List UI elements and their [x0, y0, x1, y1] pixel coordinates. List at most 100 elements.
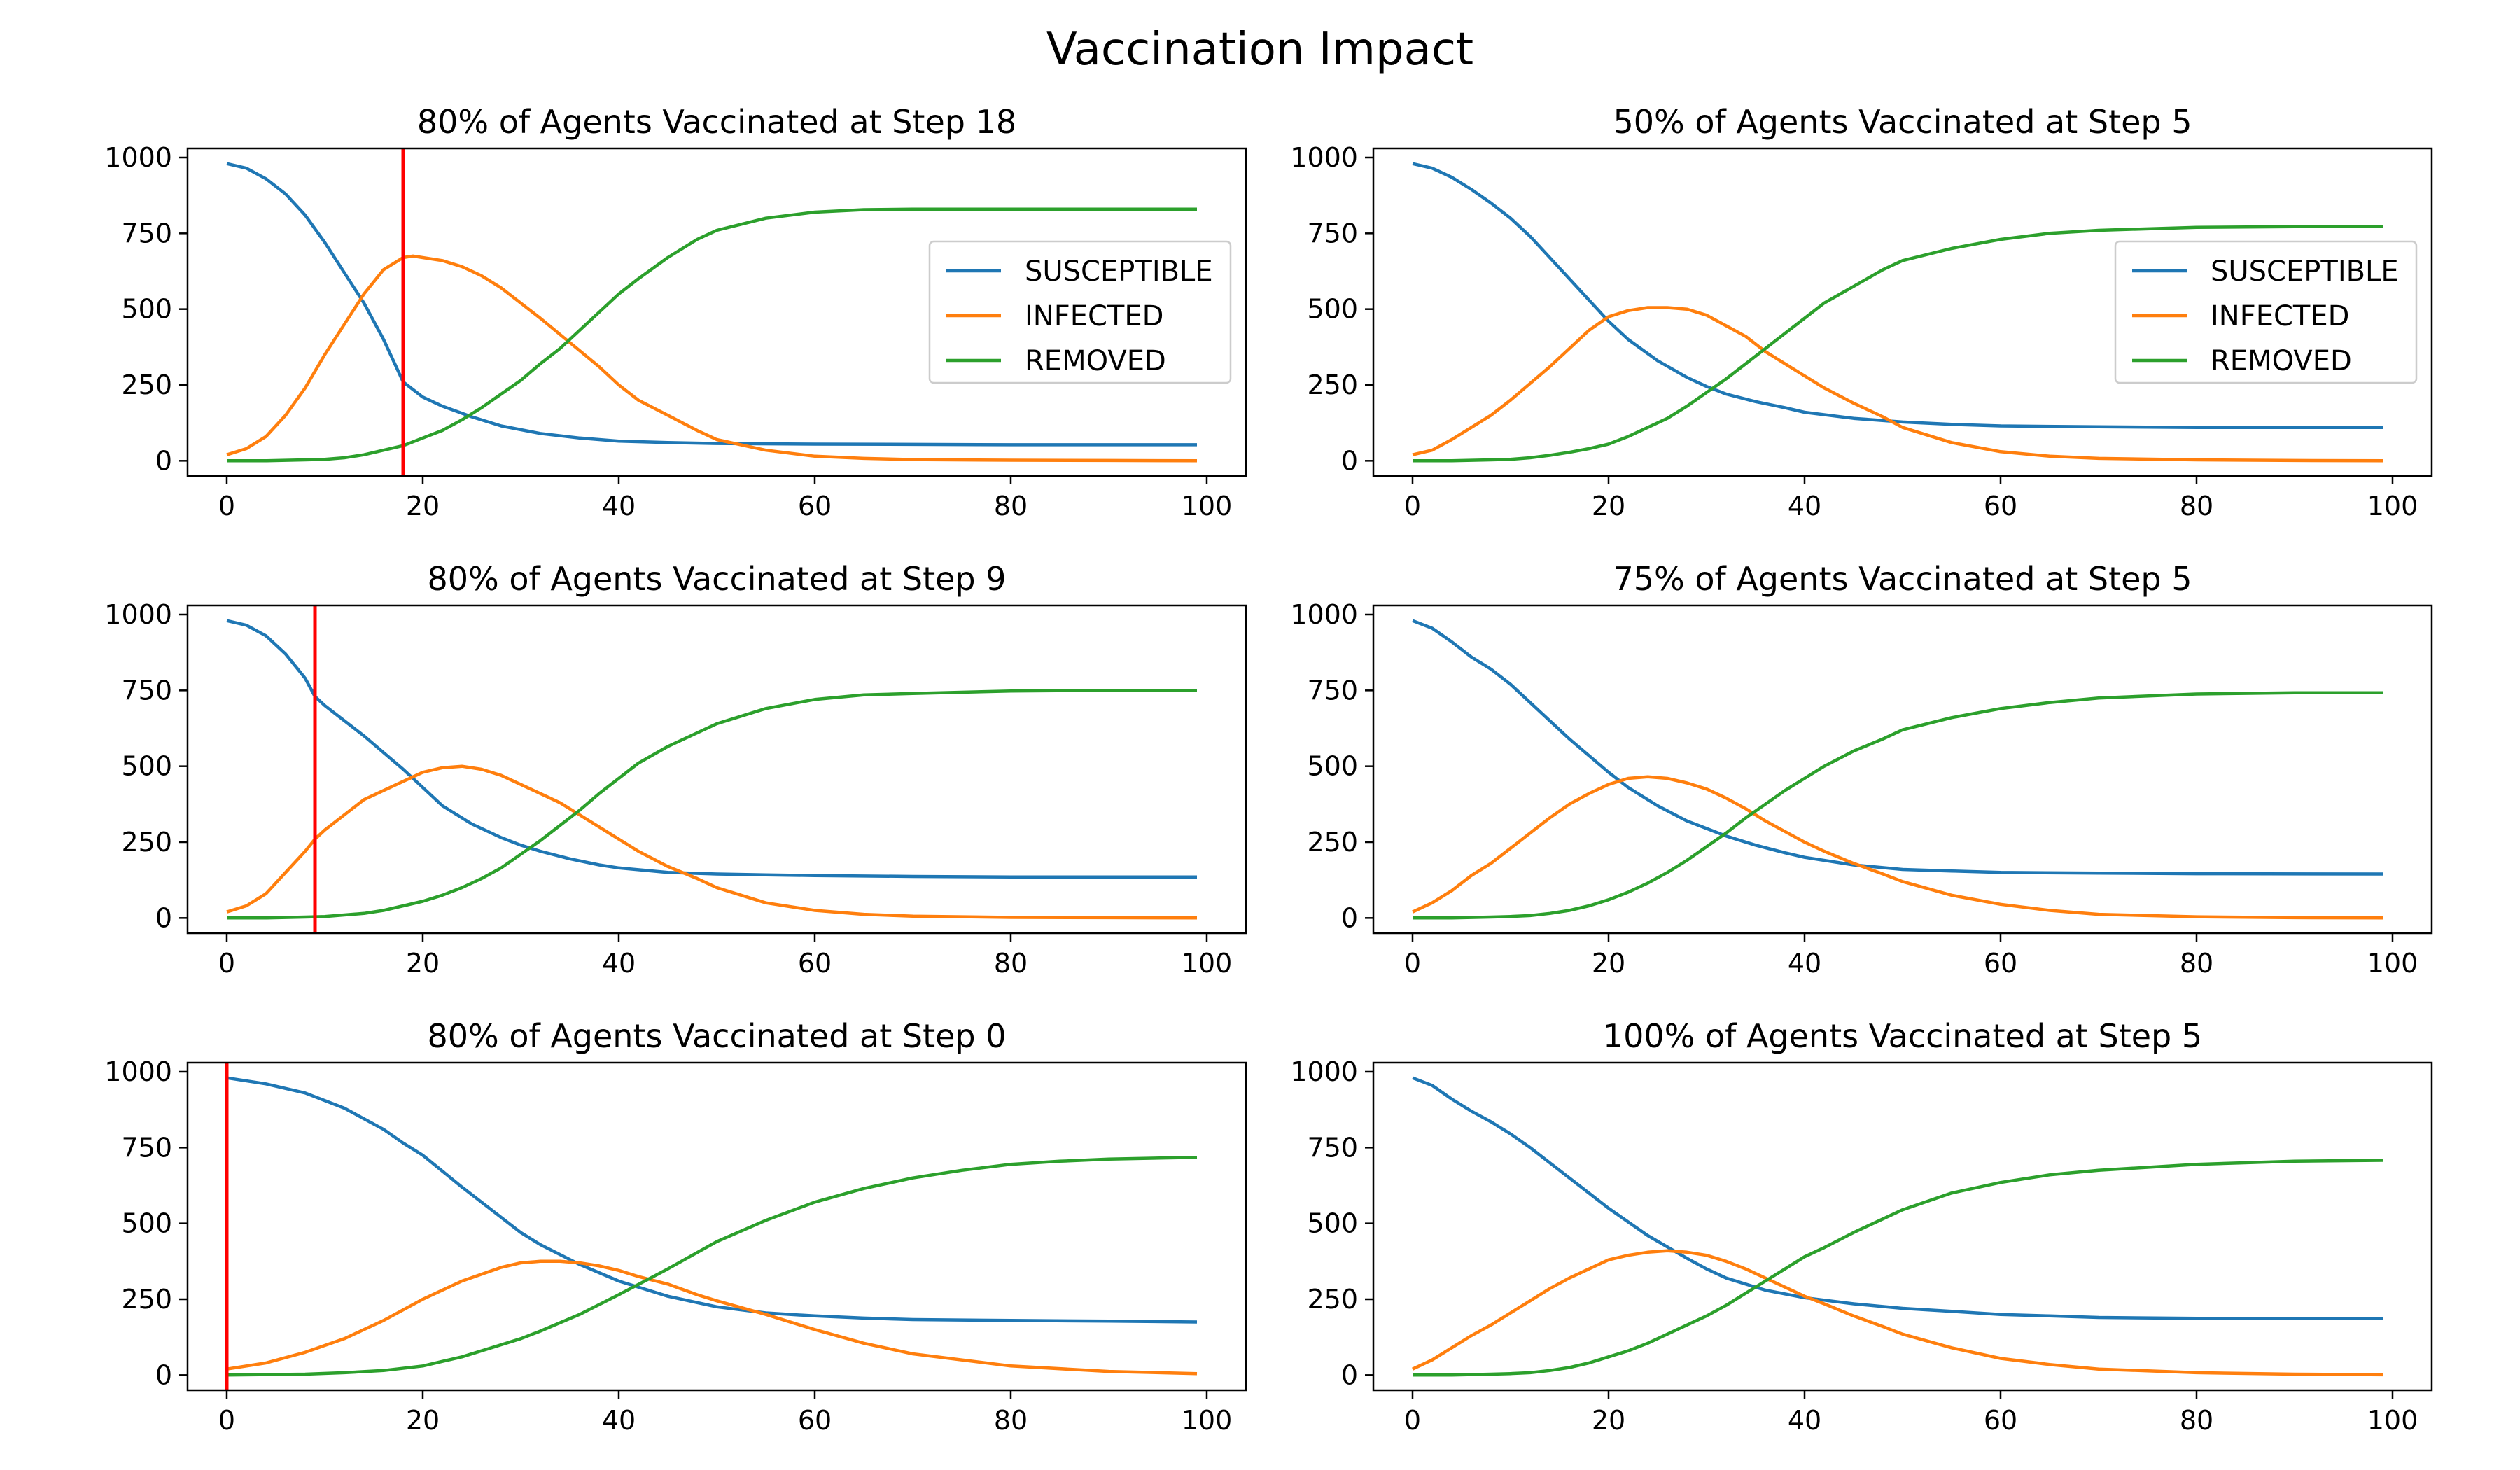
y-tick-label: 500: [1307, 751, 1358, 782]
y-tick-label: 1000: [1290, 142, 1358, 173]
x-tick-label: 40: [1788, 491, 1821, 522]
chart-title: 100% of Agents Vaccinated at Step 5: [1603, 1017, 2202, 1055]
y-tick-label: 500: [121, 294, 172, 325]
y-tick-label: 500: [1307, 1208, 1358, 1239]
x-tick-label: 0: [218, 948, 235, 979]
y-tick-label: 750: [1307, 218, 1358, 248]
x-tick-label: 0: [218, 491, 235, 522]
series-line-susceptible: [226, 162, 1197, 447]
series-line-infected: [226, 254, 1198, 463]
x-tick-label: 0: [1404, 491, 1421, 522]
x-tick-label: 80: [994, 1405, 1028, 1436]
series-line-susceptible: [1412, 162, 2383, 429]
series-line-removed: [227, 207, 1197, 463]
x-tick-label: 20: [1592, 1405, 1625, 1436]
x-tick-label: 40: [602, 948, 636, 979]
legend: SUSCEPTIBLE INFECTED REMOVED: [928, 240, 1232, 384]
y-tick-label: 250: [1307, 1284, 1358, 1315]
y-tick-label: 750: [1307, 1132, 1358, 1163]
y-tick-label: 250: [1307, 827, 1358, 858]
y-tick-label: 0: [1341, 1359, 1358, 1390]
x-tick-label: 20: [1592, 948, 1625, 979]
y-tick-label: 0: [1341, 902, 1358, 933]
legend-label-susceptible: SUSCEPTIBLE: [1025, 255, 1213, 288]
x-tick-label: 80: [2180, 491, 2213, 522]
series-line-infected: [1412, 1249, 2384, 1377]
x-tick-label: 60: [798, 491, 832, 522]
x-tick-label: 100: [1182, 491, 1233, 522]
series-line-susceptible: [226, 1076, 1198, 1324]
chart-panel-3: 80% of Agents Vaccinated at Step 9 0 20 40 6…: [104, 560, 1247, 979]
y-tick-label: 250: [121, 827, 172, 858]
figure-title: Vaccination Impact: [1046, 24, 1474, 76]
panels: 80% of Agents Vaccinated at Step 18 0 20 40…: [104, 103, 2433, 1436]
series-line-susceptible: [226, 619, 1197, 879]
x-tick-label: 100: [1182, 1405, 1233, 1436]
series-line-infected: [226, 1259, 1198, 1376]
axes-frame: [186, 1061, 1247, 1392]
legend-box: [928, 240, 1232, 384]
y-tick-label: 750: [121, 675, 172, 706]
x-tick-label: 0: [218, 1405, 235, 1436]
chart-title: 75% of Agents Vaccinated at Step 5: [1614, 560, 2192, 598]
axes-frame: [1372, 604, 2433, 934]
x-tick-label: 100: [2367, 491, 2418, 522]
y-tick-label: 500: [1307, 294, 1358, 325]
y-tick-label: 0: [1341, 445, 1358, 476]
x-tick-label: 60: [798, 948, 832, 979]
series-line-removed: [1413, 691, 2383, 920]
chart-panel-1: 80% of Agents Vaccinated at Step 18 0 20 40…: [104, 103, 1247, 522]
axes-frame: [1372, 147, 2433, 477]
chart-title: 80% of Agents Vaccinated at Step 0: [428, 1017, 1007, 1055]
x-tick-label: 20: [406, 948, 440, 979]
x-tick-label: 20: [406, 1405, 440, 1436]
chart-title: 80% of Agents Vaccinated at Step 18: [417, 103, 1016, 141]
chart-panel-4: 75% of Agents Vaccinated at Step 5 0 20 40 6…: [1290, 560, 2433, 979]
x-tick-label: 0: [1404, 948, 1421, 979]
y-tick-label: 1000: [104, 599, 172, 630]
axes-frame: [1372, 1061, 2433, 1392]
x-tick-label: 60: [1984, 1405, 2017, 1436]
x-tick-label: 80: [2180, 948, 2213, 979]
y-tick-label: 750: [121, 1132, 172, 1163]
x-tick-label: 80: [2180, 1405, 2213, 1436]
axes-frame: [186, 604, 1247, 934]
series-line-infected: [1412, 775, 2384, 920]
x-tick-label: 100: [1182, 948, 1233, 979]
x-tick-label: 0: [1404, 1405, 1421, 1436]
y-tick-label: 750: [121, 218, 172, 248]
y-tick-label: 750: [1307, 675, 1358, 706]
series-line-infected: [1412, 306, 2384, 463]
y-tick-label: 1000: [1290, 599, 1358, 630]
x-tick-label: 60: [798, 1405, 832, 1436]
x-tick-label: 60: [1984, 948, 2017, 979]
legend-box: [2114, 240, 2418, 384]
x-tick-label: 20: [406, 491, 440, 522]
chart-panel-5: 80% of Agents Vaccinated at Step 0 0 20 40 6…: [104, 1017, 1247, 1436]
series-line-removed: [1413, 1158, 2384, 1377]
chart-title: 80% of Agents Vaccinated at Step 9: [428, 560, 1007, 598]
x-tick-label: 40: [602, 1405, 636, 1436]
x-tick-label: 100: [2367, 1405, 2418, 1436]
legend-label-removed: REMOVED: [2211, 345, 2352, 377]
y-tick-label: 250: [1307, 370, 1358, 400]
y-tick-label: 500: [121, 751, 172, 782]
x-tick-label: 80: [994, 948, 1028, 979]
legend-label-susceptible: SUSCEPTIBLE: [2211, 255, 2399, 288]
y-tick-label: 250: [121, 1284, 172, 1315]
y-tick-label: 1000: [104, 1056, 172, 1087]
axes-frame: [186, 147, 1247, 477]
series-line-removed: [1413, 225, 2383, 463]
x-tick-label: 100: [2367, 948, 2418, 979]
y-tick-label: 0: [155, 445, 172, 476]
y-tick-label: 1000: [104, 142, 172, 173]
legend: SUSCEPTIBLE INFECTED REMOVED: [2114, 240, 2418, 384]
chart-panel-6: 100% of Agents Vaccinated at Step 5 0 20 40…: [1290, 1017, 2433, 1436]
series-line-removed: [226, 1155, 1198, 1377]
y-tick-label: 0: [155, 902, 172, 933]
x-tick-label: 40: [1788, 1405, 1821, 1436]
y-tick-label: 0: [155, 1359, 172, 1390]
series-line-susceptible: [1412, 1076, 2383, 1320]
y-tick-label: 500: [121, 1208, 172, 1239]
x-tick-label: 40: [1788, 948, 1821, 979]
